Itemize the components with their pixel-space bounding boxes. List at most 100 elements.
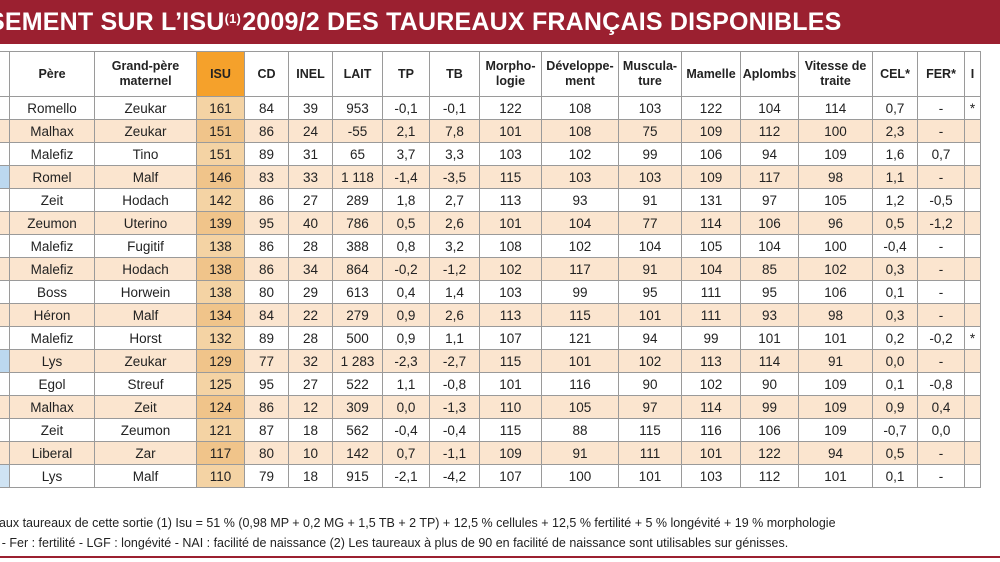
cell-lait: 65 (332, 142, 383, 166)
bottom-rule (0, 556, 1000, 558)
row-left-edge (0, 349, 10, 373)
cell-morphologie: 101 (479, 211, 542, 235)
cell-vitesse-traite: 102 (798, 257, 873, 281)
row-left-edge (0, 211, 10, 235)
cell-musculature: 94 (618, 326, 682, 350)
table-row: Egol Streuf 125 95 27 522 1,1 -0,8 101 116 90 102 90… (0, 372, 981, 396)
cell-pere: Liberal (9, 441, 95, 465)
cell-fer: - (917, 234, 965, 258)
cell-aplombs: 93 (740, 303, 799, 327)
col-header-right-edge: I (964, 51, 981, 97)
cell-isu: 125 (196, 372, 245, 396)
cell-inel: 31 (288, 142, 333, 166)
col-header-developpement: Développe-ment (541, 51, 619, 97)
cell-developpement: 100 (541, 464, 619, 488)
cell-cd: 80 (244, 441, 289, 465)
cell-aplombs: 104 (740, 96, 799, 120)
table-row: Lys Malf 110 79 18 915 -2,1 -4,2 107 100 101 103 112… (0, 464, 981, 488)
row-left-edge (0, 119, 10, 143)
cell-grand-pere: Horwein (94, 280, 197, 304)
cell-grand-pere: Horst (94, 326, 197, 350)
cell-vitesse-traite: 114 (798, 96, 873, 120)
cell-isu: 121 (196, 418, 245, 442)
table-row: Malefiz Fugitif 138 86 28 388 0,8 3,2 108 102 104 1… (0, 234, 981, 258)
cell-morphologie: 113 (479, 303, 542, 327)
cell-tp: 0,4 (382, 280, 430, 304)
col-header-mamelle: Mamelle (681, 51, 741, 97)
row-left-edge (0, 165, 10, 189)
cell-pere: Malefiz (9, 326, 95, 350)
cell-pere: Malhax (9, 119, 95, 143)
cell-inel: 28 (288, 234, 333, 258)
cell-isu: 129 (196, 349, 245, 373)
cell-pere: Malhax (9, 395, 95, 419)
cell-pere: Zeit (9, 188, 95, 212)
cell-cel: 1,6 (872, 142, 918, 166)
cell-mamelle: 109 (681, 119, 741, 143)
row-left-edge (0, 257, 10, 281)
col-header-pere: Père (9, 51, 95, 97)
cell-morphologie: 122 (479, 96, 542, 120)
cell-musculature: 91 (618, 188, 682, 212)
footnote-line-1: eaux taureaux de cette sortie (1) Isu = … (0, 516, 836, 530)
cell-inel: 18 (288, 418, 333, 442)
cell-developpement: 93 (541, 188, 619, 212)
cell-tb: 3,2 (429, 234, 480, 258)
footnote-line-2: s - Fer : fertilité - LGF : longévité - … (0, 536, 789, 550)
cell-cd: 87 (244, 418, 289, 442)
cell-vitesse-traite: 109 (798, 372, 873, 396)
table-row: Liberal Zar 117 80 10 142 0,7 -1,1 109 91 111 101 12… (0, 441, 981, 465)
cell-morphologie: 109 (479, 441, 542, 465)
row-right-edge (964, 188, 981, 212)
row-right-edge (964, 464, 981, 488)
cell-fer: - (917, 464, 965, 488)
col-header-tb: TB (429, 51, 480, 97)
cell-cel: 0,1 (872, 464, 918, 488)
table-row: Héron Malf 134 84 22 279 0,9 2,6 113 115 101 111 93 9… (0, 303, 981, 327)
col-header-left-edge (0, 51, 10, 97)
cell-inel: 39 (288, 96, 333, 120)
col-header-musculature: Muscula-ture (618, 51, 682, 97)
cell-tb: -4,2 (429, 464, 480, 488)
cell-tb: 2,6 (429, 211, 480, 235)
cell-lait: 289 (332, 188, 383, 212)
cell-fer: - (917, 280, 965, 304)
table-row: Zeit Hodach 142 86 27 289 1,8 2,7 113 93 91 131 97 10… (0, 188, 981, 212)
cell-musculature: 101 (618, 464, 682, 488)
cell-developpement: 101 (541, 349, 619, 373)
cell-vitesse-traite: 98 (798, 165, 873, 189)
cell-lait: 864 (332, 257, 383, 281)
cell-tb: -1,3 (429, 395, 480, 419)
cell-tp: 1,8 (382, 188, 430, 212)
cell-lait: 309 (332, 395, 383, 419)
cell-cd: 86 (244, 234, 289, 258)
cell-lait: 915 (332, 464, 383, 488)
row-right-edge (964, 349, 981, 373)
cell-cel: 0,1 (872, 372, 918, 396)
cell-morphologie: 108 (479, 234, 542, 258)
col-header-aplombs: Aplombs (740, 51, 799, 97)
cell-aplombs: 122 (740, 441, 799, 465)
row-left-edge (0, 326, 10, 350)
cell-inel: 27 (288, 372, 333, 396)
cell-inel: 33 (288, 165, 333, 189)
col-header-tp: TP (382, 51, 430, 97)
cell-fer: - (917, 257, 965, 281)
cell-developpement: 103 (541, 165, 619, 189)
cell-lait: 500 (332, 326, 383, 350)
cell-lait: -55 (332, 119, 383, 143)
cell-morphologie: 101 (479, 372, 542, 396)
cell-tp: 2,1 (382, 119, 430, 143)
cell-cd: 95 (244, 372, 289, 396)
cell-aplombs: 117 (740, 165, 799, 189)
col-header-grand-pere: Grand-père maternel (94, 51, 197, 97)
cell-tp: 0,8 (382, 234, 430, 258)
cell-grand-pere: Tino (94, 142, 197, 166)
cell-isu: 110 (196, 464, 245, 488)
cell-tp: -1,4 (382, 165, 430, 189)
cell-fer: 0,0 (917, 418, 965, 442)
cell-cd: 79 (244, 464, 289, 488)
cell-grand-pere: Zeukar (94, 119, 197, 143)
table-row: Malhax Zeukar 151 86 24 -55 2,1 7,8 101 108 75 109 1… (0, 119, 981, 143)
cell-cel: 0,7 (872, 96, 918, 120)
